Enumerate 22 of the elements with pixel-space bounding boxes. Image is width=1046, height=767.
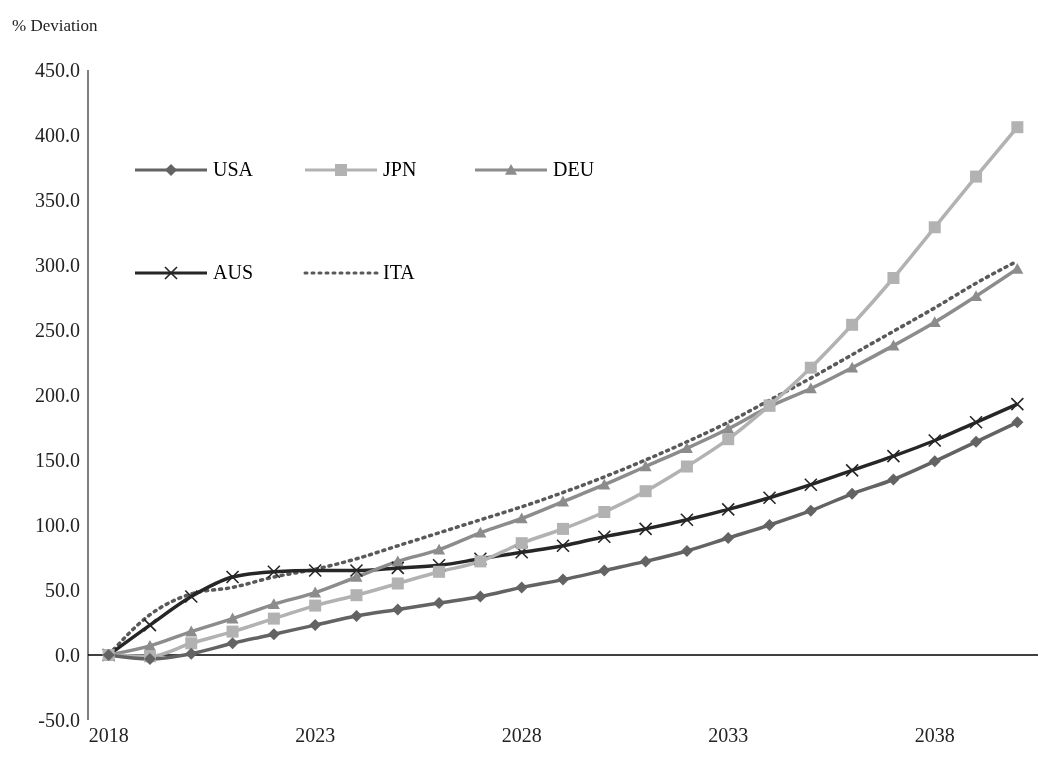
y-tick-label: 300.0 [35, 254, 80, 277]
x-tick-label: 2028 [501, 724, 542, 747]
x-tick-label: 2033 [708, 724, 749, 747]
y-tick-label: 150.0 [35, 449, 80, 472]
text: % Deviation [12, 16, 98, 36]
y-tick-label: 0.0 [55, 644, 80, 667]
y-tick-label: 100.0 [35, 514, 80, 537]
x-tick-label: 2038 [914, 724, 955, 747]
y-tick-label: 450.0 [35, 59, 80, 82]
y-tick-label: 250.0 [35, 319, 80, 342]
legend-label: AUS [213, 261, 254, 284]
legend-label: ITA [383, 261, 415, 284]
y-tick-label: 400.0 [35, 124, 80, 147]
legend-label: DEU [553, 158, 595, 181]
legend-label: USA [213, 158, 254, 181]
x-tick-label: 2018 [88, 724, 129, 747]
y-tick-label: 350.0 [35, 189, 80, 212]
y-tick-label: -50.0 [38, 709, 80, 732]
y-tick-label: 200.0 [35, 384, 80, 407]
y-tick-label: 50.0 [45, 579, 80, 602]
legend-label: JPN [383, 158, 417, 181]
x-tick-label: 2023 [295, 724, 336, 747]
